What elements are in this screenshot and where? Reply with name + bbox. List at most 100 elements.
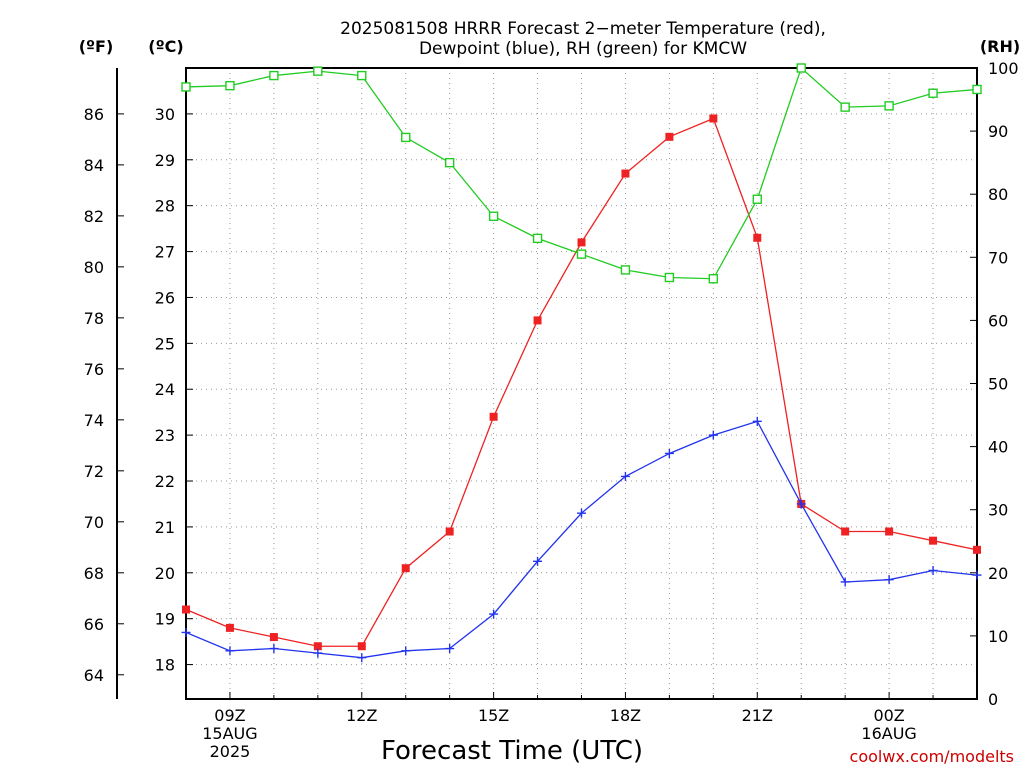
temperature-point [753,233,762,242]
dewpoint-point [708,430,718,440]
rh-point [928,88,938,98]
dewpoint-point [796,499,806,509]
fahrenheit-tick-label: 70 [84,513,104,532]
fahrenheit-tick-label: 80 [84,258,104,277]
temperature-point [621,169,630,178]
x-tick-label: 18Z [610,706,641,725]
dewpoint-point [181,627,191,637]
celsius-tick-label: 30 [155,105,175,124]
dewpoint-point [664,448,674,458]
x-tick-label: 16AUG [861,724,916,743]
x-tick-label: 09Z [214,706,245,725]
dewpoint-point [489,609,499,619]
temperature-point [313,642,322,651]
rh-point [576,249,587,259]
rh-point [313,66,323,76]
temperature-line [185,117,978,647]
dewpoint-point [928,566,938,576]
temperature-point [445,527,454,536]
fahrenheit-tick-label: 72 [84,462,104,481]
celsius-tick-label: 24 [155,380,175,399]
dewpoint-series [181,416,982,663]
dewpoint-line [185,420,978,659]
celsius-tick-label: 25 [155,334,175,353]
celsius-tick-label: 20 [155,564,175,583]
dewpoint-point [269,644,279,654]
grid-lines [186,68,977,699]
rh-tick-label: 10 [988,627,1008,646]
celsius-unit-label: (ºC) [148,37,183,56]
chart-title-line-2: Dewpoint (blue), RH (green) for KMCW [419,39,747,59]
dewpoint-point [840,577,850,587]
temperature-point [182,605,190,614]
rh-tick-label: 0 [988,690,998,709]
fahrenheit-tick-label: 74 [84,411,104,430]
temperature-point [973,545,981,554]
fahrenheit-tick-label: 66 [84,615,104,634]
fahrenheit-tick-label: 64 [84,666,104,685]
x-tick-label: 15AUG [202,724,257,743]
rh-point [796,63,806,73]
celsius-tick-label: 19 [155,610,175,629]
fahrenheit-unit-label: (ºF) [79,37,114,56]
rh-point [488,211,499,221]
celsius-tick-label: 23 [155,426,175,445]
temperature-series [182,114,981,651]
fahrenheit-tick-label: 82 [84,207,104,226]
x-tick-label: 15Z [478,706,509,725]
fahrenheit-tick-label: 78 [84,309,104,328]
data-series [181,63,982,663]
rh-tick-label: 20 [988,564,1008,583]
temperature-point [533,316,542,325]
x-tick-label: 00Z [873,706,904,725]
rh-tick-label: 40 [988,438,1008,457]
rh-point [708,274,719,284]
celsius-tick-label: 26 [155,288,175,307]
dewpoint-point [884,575,894,585]
temperature-point [709,114,718,123]
celsius-tick-label: 29 [155,151,175,170]
rh-point [664,272,675,283]
rh-point [181,82,191,92]
dewpoint-point [577,508,586,518]
dewpoint-point [445,644,455,654]
dewpoint-point [225,646,235,656]
celsius-tick-label: 27 [155,243,175,262]
rh-point [752,194,762,204]
dewpoint-point [357,653,367,663]
temperature-point [357,642,366,651]
rh-point [444,157,455,168]
dewpoint-point [620,471,630,481]
celsius-tick-label: 18 [155,656,175,675]
temperature-point [269,633,278,642]
dewpoint-point [533,556,543,566]
rh-unit-label: (RH) [980,37,1020,56]
dewpoint-point [313,648,323,658]
rh-tick-label: 100 [988,59,1019,78]
temperature-point [885,527,894,536]
axes: 64 66 68 70 72 74 76 78 80 82 84 86 18 19 20 21 22 23 24 25… [84,59,1019,761]
fahrenheit-tick-label: 68 [84,564,104,583]
rh-point [357,70,367,81]
rh-tick-label: 30 [988,501,1008,520]
temperature-point [577,238,586,247]
x-tick-label: 21Z [742,706,773,725]
rh-tick-label: 70 [988,248,1008,267]
rh-point [840,102,850,112]
x-tick-label: 12Z [346,706,377,725]
rh-point [532,233,543,244]
credit-text: coolwx.com/modelts [850,747,1014,766]
temperature-point [929,536,938,545]
rh-point [884,101,894,111]
chart-title-line-1: 2025081508 HRRR Forecast 2−meter Tempera… [340,19,826,39]
temperature-point [489,412,498,421]
temperature-point [665,132,674,141]
temperature-point [401,564,410,573]
temperature-point [841,527,850,536]
rh-point [269,70,279,81]
rh-point [620,265,631,275]
fahrenheit-tick-label: 76 [84,360,104,379]
rh-point [972,84,982,95]
fahrenheit-tick-label: 86 [84,105,104,124]
